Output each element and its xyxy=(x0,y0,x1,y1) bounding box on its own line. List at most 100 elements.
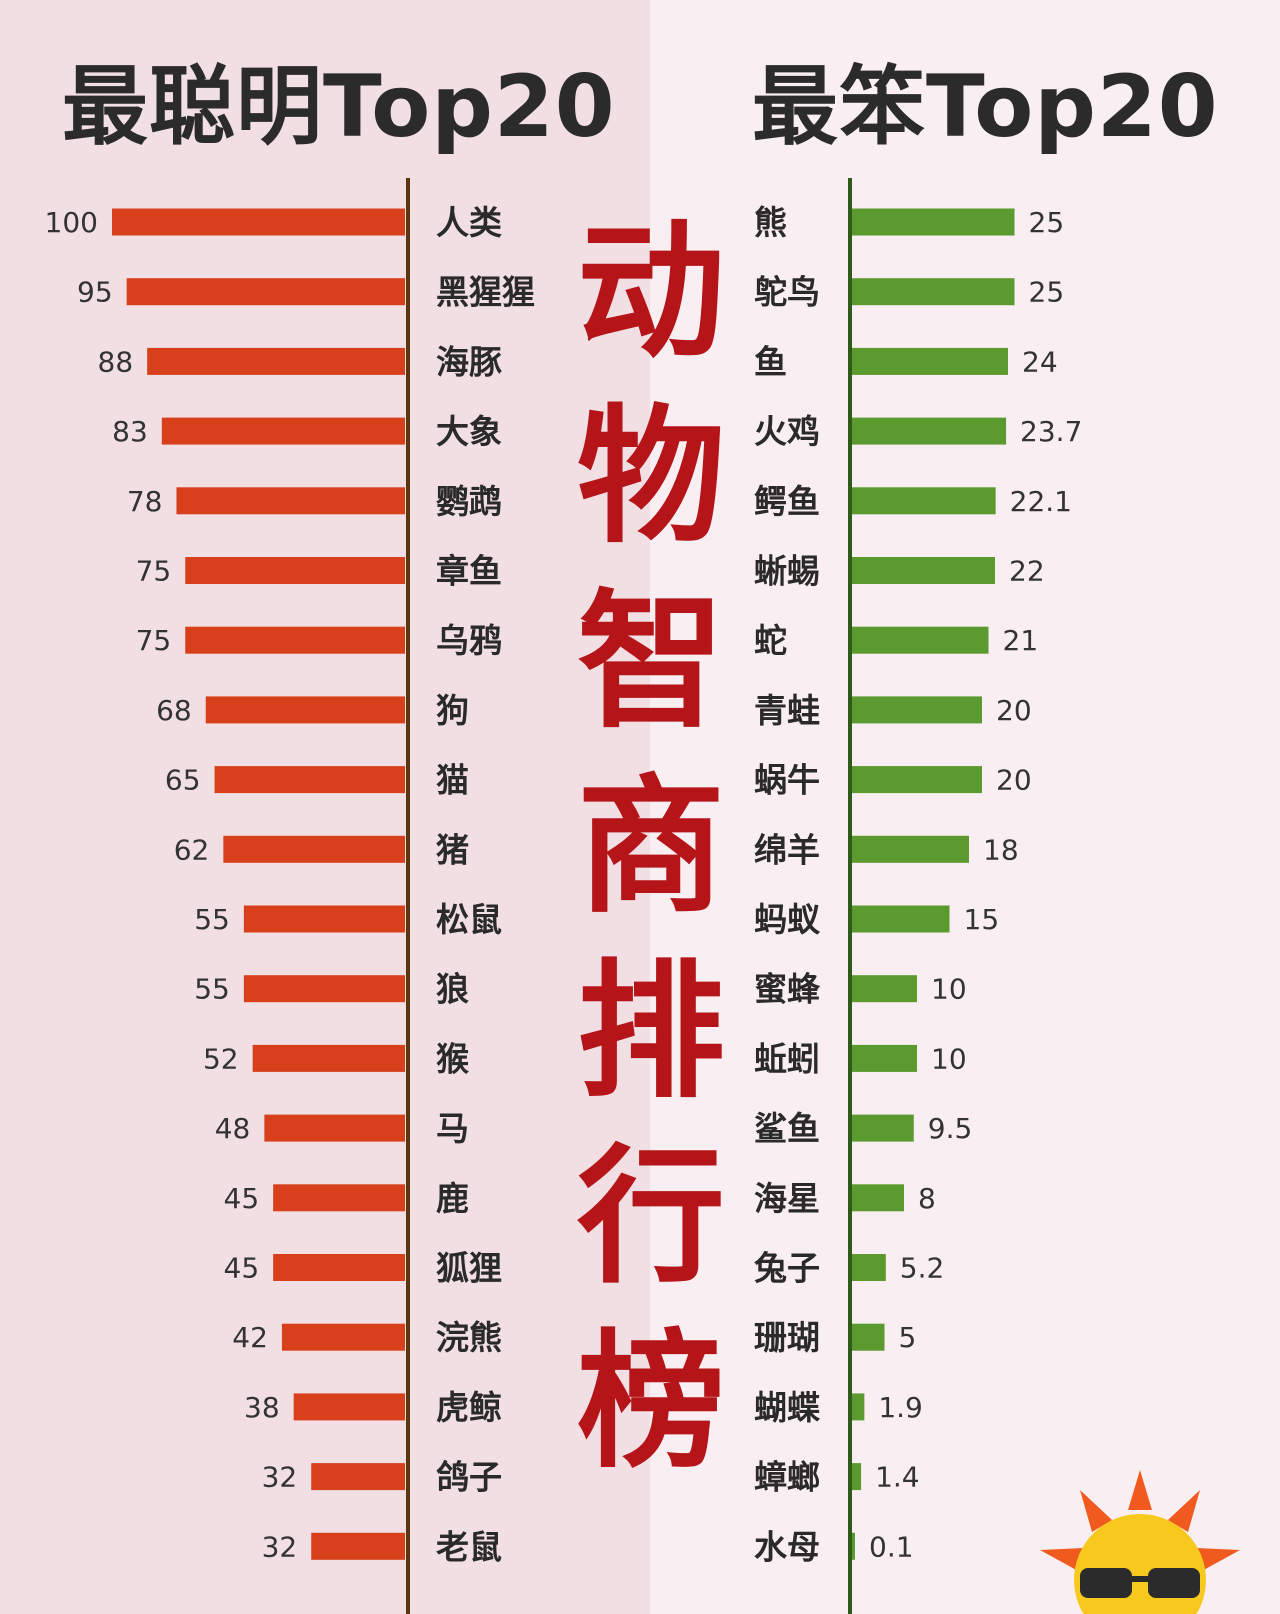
smart-category-label: 章鱼 xyxy=(436,552,502,591)
center-title-char: 商 xyxy=(577,761,725,933)
dumb-category-label: 火鸡 xyxy=(754,412,820,451)
dumb-bar xyxy=(852,1044,917,1072)
smart-category-label: 鹿 xyxy=(436,1179,469,1218)
center-title-char: 物 xyxy=(577,391,725,563)
dumb-value-label: 15 xyxy=(964,903,1000,936)
smart-value-label: 55 xyxy=(194,903,230,936)
smart-value-label: 95 xyxy=(77,276,113,309)
dumb-bar xyxy=(852,1184,904,1212)
dumb-category-label: 蛇 xyxy=(754,621,787,660)
dumb-bar xyxy=(852,835,969,863)
dumb-bar xyxy=(852,208,1015,236)
dumb-category-label: 鱼 xyxy=(754,342,787,381)
smart-category-label: 狼 xyxy=(436,970,469,1009)
smart-category-label: 海豚 xyxy=(436,342,502,381)
smart-value-label: 88 xyxy=(98,345,134,378)
dumb-bar xyxy=(852,1463,862,1491)
smart-bar xyxy=(176,487,405,515)
smart-value-label: 65 xyxy=(165,764,201,797)
smart-bar xyxy=(243,905,405,933)
dumb-bar xyxy=(852,347,1008,375)
dumb-bar xyxy=(852,278,1015,306)
smart-value-label: 52 xyxy=(203,1042,239,1075)
smart-category-label: 大象 xyxy=(436,412,502,451)
smart-category-label: 狐狸 xyxy=(436,1249,502,1288)
smart-value-label: 42 xyxy=(232,1321,268,1354)
dumb-category-label: 鳄鱼 xyxy=(754,482,820,521)
dumb-category-label: 珊瑚 xyxy=(754,1318,820,1357)
dumb-category-label: 熊 xyxy=(754,203,787,242)
dumb-category-label: 蜜蜂 xyxy=(754,970,821,1009)
smart-value-label: 45 xyxy=(224,1252,260,1285)
smart-bar xyxy=(264,1114,405,1142)
dumb-bar xyxy=(852,696,982,724)
smart-value-label: 83 xyxy=(112,415,148,448)
dumb-category-label: 蜗牛 xyxy=(754,761,820,800)
smart-bar xyxy=(273,1254,405,1281)
animal-iq-ranking-title: 动 物 智 商 排 行 榜 xyxy=(566,200,736,1495)
dumb-category-label: 海星 xyxy=(754,1179,820,1218)
smart-category-label: 马 xyxy=(436,1109,469,1148)
dumb-value-label: 22.1 xyxy=(1010,485,1072,518)
dumb-bar xyxy=(852,975,917,1003)
smart-value-label: 100 xyxy=(45,206,98,239)
dumb-value-label: 5 xyxy=(899,1321,917,1354)
dumb-category-label: 蝴蝶 xyxy=(754,1388,821,1427)
dumb-value-label: 22 xyxy=(1009,555,1045,588)
smart-category-label: 老鼠 xyxy=(436,1527,502,1566)
smart-value-label: 45 xyxy=(224,1182,260,1215)
smart-bar xyxy=(112,208,405,236)
smart-bar xyxy=(147,347,405,375)
smart-value-label: 75 xyxy=(136,555,172,588)
dumb-value-label: 9.5 xyxy=(928,1112,973,1145)
dumb-value-label: 25 xyxy=(1029,276,1065,309)
dumb-category-label: 蜥蜴 xyxy=(754,552,820,591)
dumb-value-label: 10 xyxy=(931,973,967,1006)
dumb-bar xyxy=(852,417,1007,445)
smart-bar xyxy=(214,766,405,794)
smart-bar xyxy=(273,1184,405,1212)
dumb-bar xyxy=(852,1114,914,1142)
smart-bar xyxy=(311,1463,405,1491)
center-title-char: 智 xyxy=(577,576,725,748)
smart-value-label: 55 xyxy=(194,973,230,1006)
smart-value-label: 75 xyxy=(136,624,172,657)
dumb-bar xyxy=(852,1323,885,1351)
smart-bar xyxy=(281,1323,405,1351)
dumb-value-label: 8 xyxy=(918,1182,936,1215)
dumb-category-label: 鲨鱼 xyxy=(754,1109,820,1148)
dumb-value-label: 5.2 xyxy=(900,1252,945,1285)
dumb-value-label: 21 xyxy=(1003,624,1039,657)
dumb-category-label: 鸵鸟 xyxy=(754,273,820,312)
dumb-bar xyxy=(852,626,989,654)
smart-category-label: 猪 xyxy=(436,830,469,869)
dumb-category-label: 兔子 xyxy=(754,1249,820,1288)
smart-category-label: 猴 xyxy=(436,1039,469,1078)
smart-value-label: 32 xyxy=(262,1530,298,1563)
dumb-value-label: 1.4 xyxy=(875,1461,920,1494)
dumb-category-label: 绵羊 xyxy=(754,830,820,869)
center-title-char: 行 xyxy=(577,1131,725,1303)
dumb-value-label: 18 xyxy=(983,833,1019,866)
smart-category-label: 浣熊 xyxy=(436,1318,502,1357)
smart-category-label: 鸽子 xyxy=(436,1458,502,1497)
dumb-bar xyxy=(852,1393,865,1421)
smart-bar xyxy=(185,557,405,584)
smart-bar xyxy=(126,278,406,306)
dumb-value-label: 1.9 xyxy=(878,1391,923,1424)
smart-value-label: 32 xyxy=(262,1461,298,1494)
dumb-value-label: 20 xyxy=(996,764,1032,797)
smart-category-label: 黑猩猩 xyxy=(436,273,535,312)
dumb-value-label: 25 xyxy=(1029,206,1065,239)
smart-category-label: 虎鲸 xyxy=(436,1388,502,1427)
dumbest-top20-title: 最笨Top20 xyxy=(752,57,1219,157)
dumb-bar xyxy=(852,557,995,584)
center-title-char: 排 xyxy=(577,946,725,1118)
dumb-value-label: 20 xyxy=(996,694,1032,727)
smart-category-label: 猫 xyxy=(436,761,469,800)
dumb-category-label: 蚯蚓 xyxy=(754,1039,820,1078)
smart-bar xyxy=(223,835,405,863)
smart-category-label: 乌鸦 xyxy=(436,621,502,660)
dumb-category-label: 青蛙 xyxy=(754,691,820,730)
